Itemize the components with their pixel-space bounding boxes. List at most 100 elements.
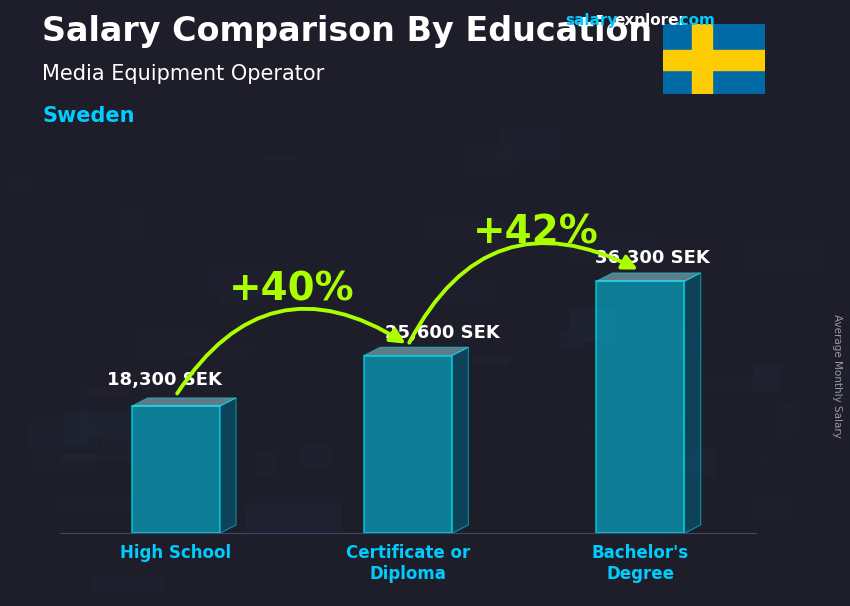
Bar — [663, 50, 765, 70]
Bar — [187, 266, 273, 283]
Bar — [428, 332, 486, 344]
Text: +40%: +40% — [229, 270, 354, 308]
Bar — [60, 454, 150, 461]
Bar — [439, 279, 493, 307]
Bar — [26, 205, 82, 223]
Bar — [396, 335, 437, 359]
Bar — [572, 234, 656, 264]
Bar — [60, 494, 134, 511]
Bar — [212, 330, 291, 356]
Text: 25,600 SEK: 25,600 SEK — [385, 324, 500, 342]
Bar — [28, 422, 99, 449]
Bar — [33, 452, 96, 468]
Bar — [184, 315, 207, 323]
Bar — [220, 283, 264, 305]
Bar — [559, 330, 584, 348]
Polygon shape — [364, 347, 468, 356]
Bar — [486, 145, 510, 161]
Bar — [729, 382, 810, 411]
Bar — [319, 150, 398, 174]
Text: .com: .com — [674, 13, 715, 28]
Bar — [201, 462, 221, 490]
Text: salary: salary — [565, 13, 618, 28]
Bar — [388, 474, 440, 507]
Bar — [569, 307, 617, 342]
Bar — [464, 143, 513, 178]
Bar — [486, 221, 507, 257]
Polygon shape — [452, 347, 468, 533]
Bar — [683, 374, 783, 392]
Bar — [9, 179, 34, 195]
Bar — [710, 453, 743, 460]
Bar — [635, 325, 702, 361]
Text: 36,300 SEK: 36,300 SEK — [594, 249, 709, 267]
Bar — [69, 404, 144, 411]
Bar — [15, 364, 48, 382]
Bar — [246, 502, 343, 533]
Polygon shape — [596, 273, 700, 281]
Bar — [205, 264, 274, 296]
Bar — [248, 410, 304, 439]
Bar — [596, 281, 684, 533]
Bar — [178, 347, 254, 360]
Bar — [595, 508, 623, 543]
Bar — [824, 216, 850, 228]
Text: +42%: +42% — [473, 214, 598, 251]
Bar — [754, 574, 820, 593]
Bar — [838, 467, 850, 496]
Bar — [751, 493, 791, 520]
Bar — [102, 437, 199, 453]
Polygon shape — [684, 273, 700, 533]
Bar — [560, 507, 583, 532]
Text: Sweden: Sweden — [42, 106, 135, 126]
Text: 18,300 SEK: 18,300 SEK — [106, 371, 222, 389]
Bar — [762, 448, 788, 461]
Bar — [120, 205, 143, 241]
Bar — [427, 216, 499, 243]
Bar — [472, 356, 509, 365]
Bar — [754, 453, 772, 487]
Bar — [362, 471, 413, 505]
Bar — [343, 563, 382, 576]
Bar — [807, 152, 850, 167]
Bar — [784, 558, 817, 566]
Bar — [692, 24, 712, 94]
Bar — [364, 356, 452, 533]
Bar — [411, 373, 434, 382]
Bar — [828, 125, 850, 153]
Bar — [81, 411, 155, 438]
Bar — [683, 449, 715, 478]
Bar — [454, 365, 504, 381]
Bar — [233, 501, 282, 508]
Polygon shape — [132, 398, 236, 406]
Bar — [118, 319, 181, 331]
Bar — [402, 509, 456, 527]
Bar — [92, 576, 163, 591]
Bar — [622, 524, 660, 548]
Text: Salary Comparison By Education: Salary Comparison By Education — [42, 15, 653, 48]
Bar — [269, 494, 334, 529]
Bar — [754, 364, 781, 391]
Bar — [754, 243, 825, 251]
Bar — [300, 445, 331, 467]
Bar — [132, 406, 220, 533]
Bar — [778, 404, 796, 438]
Bar — [63, 411, 90, 443]
Polygon shape — [220, 398, 236, 533]
Text: explorer: explorer — [615, 13, 687, 28]
Bar — [137, 331, 212, 356]
Bar — [264, 155, 297, 161]
Bar — [256, 452, 276, 476]
Bar — [422, 256, 468, 291]
Bar — [85, 387, 130, 398]
Bar — [252, 391, 291, 415]
Bar — [587, 420, 684, 430]
Bar — [502, 128, 560, 161]
Text: Media Equipment Operator: Media Equipment Operator — [42, 64, 325, 84]
Bar — [676, 474, 730, 483]
Bar — [249, 572, 283, 599]
Bar — [520, 581, 539, 603]
Bar — [99, 516, 181, 541]
Bar — [541, 219, 615, 242]
Bar — [745, 242, 822, 269]
